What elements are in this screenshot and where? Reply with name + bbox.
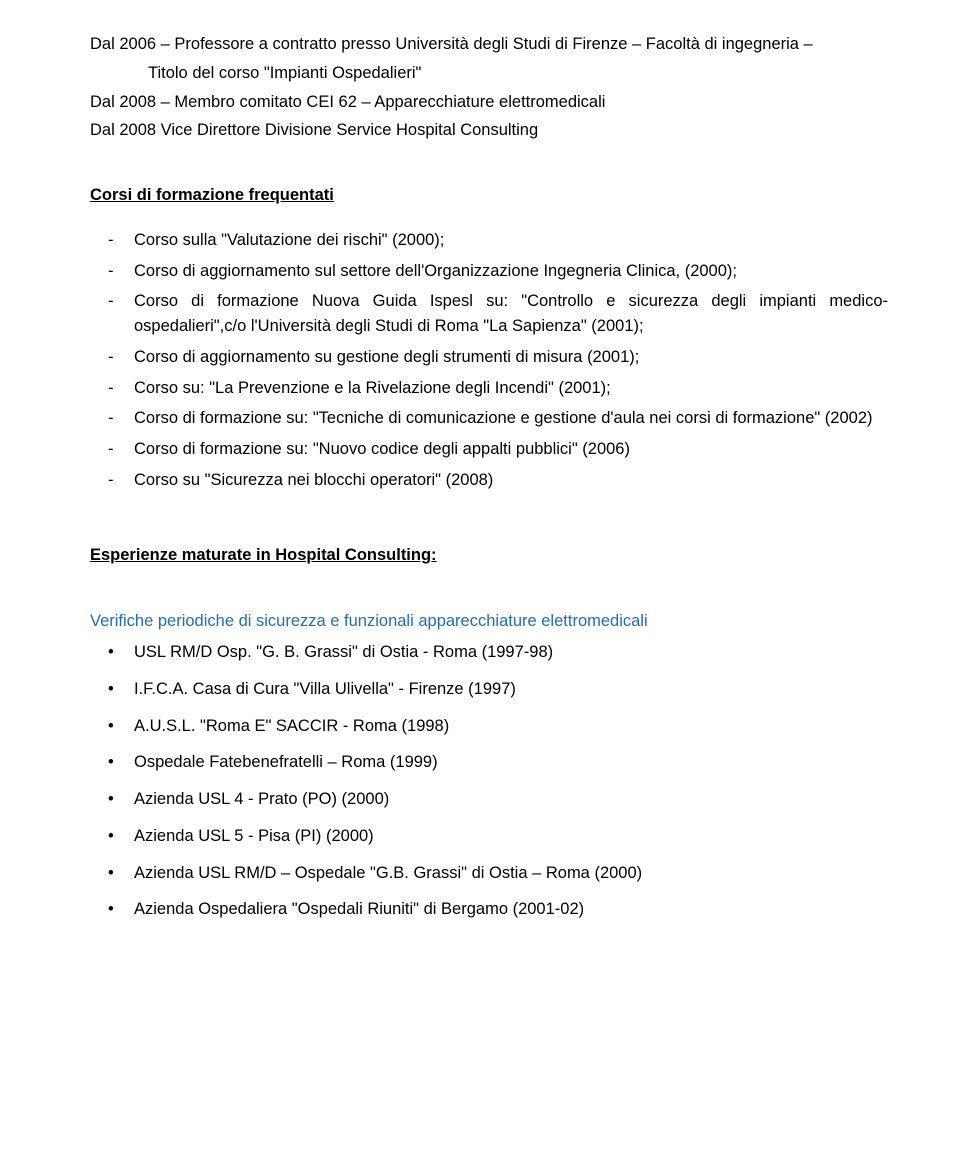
intro-line1a: Dal 2006 – Professore a contratto presso… (90, 32, 888, 57)
list-item: Corso di formazione Nuova Guida Ispesl s… (90, 289, 888, 339)
section1-list: Corso sulla "Valutazione dei rischi" (20… (90, 228, 888, 493)
list-item: Azienda Ospedaliera "Ospedali Riuniti" d… (90, 897, 888, 922)
list-item: Azienda USL 4 - Prato (PO) (2000) (90, 787, 888, 812)
list-item: USL RM/D Osp. "G. B. Grassi" di Ostia - … (90, 640, 888, 665)
list-item: A.U.S.L. "Roma E" SACCIR - Roma (1998) (90, 714, 888, 739)
list-item: Corso di formazione su: "Nuovo codice de… (90, 437, 888, 462)
list-item: Corso di aggiornamento sul settore dell'… (90, 259, 888, 284)
section1-heading: Corsi di formazione frequentati (90, 183, 888, 208)
list-item: Corso su "Sicurezza nei blocchi operator… (90, 468, 888, 493)
section2-heading: Esperienze maturate in Hospital Consulti… (90, 543, 888, 568)
intro-line3: Dal 2008 Vice Direttore Divisione Servic… (90, 118, 888, 143)
section2-list: USL RM/D Osp. "G. B. Grassi" di Ostia - … (90, 640, 888, 922)
list-item: Corso sulla "Valutazione dei rischi" (20… (90, 228, 888, 253)
list-item: Corso di formazione su: "Tecniche di com… (90, 406, 888, 431)
intro-line2: Dal 2008 – Membro comitato CEI 62 – Appa… (90, 90, 888, 115)
section2-sub-heading: Verifiche periodiche di sicurezza e funz… (90, 609, 888, 634)
intro-line1b: Titolo del corso "Impianti Ospedalieri" (90, 61, 888, 86)
list-item: Corso su: "La Prevenzione e la Rivelazio… (90, 376, 888, 401)
list-item: Azienda USL RM/D – Ospedale "G.B. Grassi… (90, 861, 888, 886)
list-item: I.F.C.A. Casa di Cura "Villa Ulivella" -… (90, 677, 888, 702)
list-item: Corso di aggiornamento su gestione degli… (90, 345, 888, 370)
list-item: Ospedale Fatebenefratelli – Roma (1999) (90, 750, 888, 775)
list-item: Azienda USL 5 - Pisa (PI) (2000) (90, 824, 888, 849)
